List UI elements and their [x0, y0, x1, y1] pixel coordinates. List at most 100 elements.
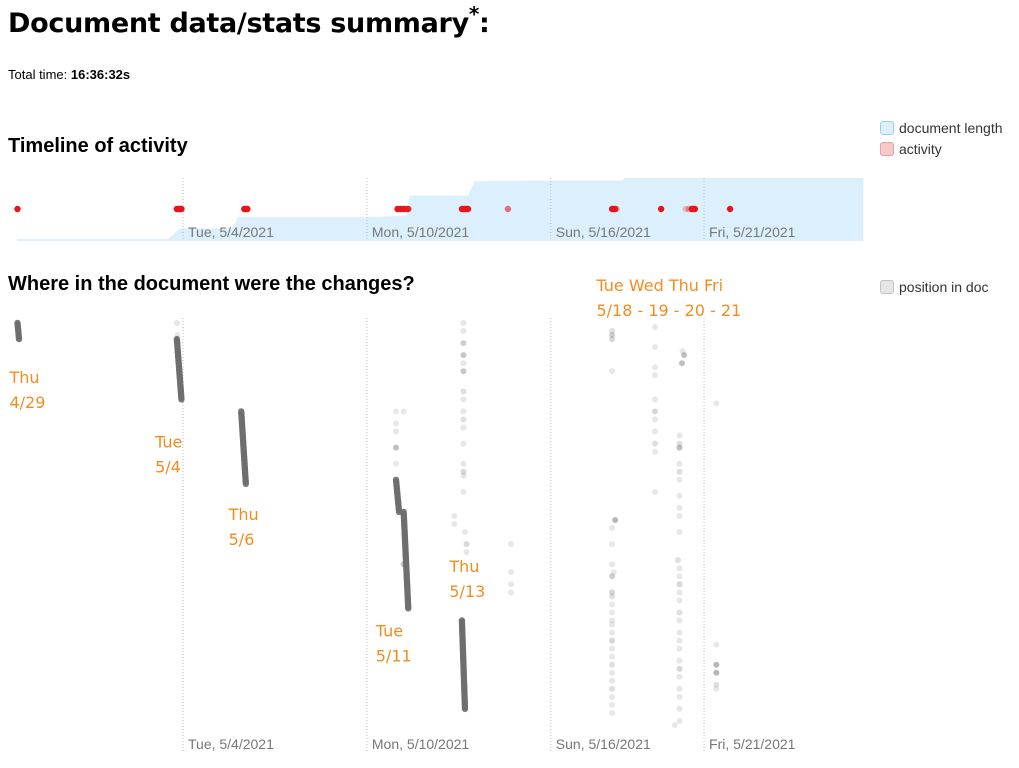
day-annotation: Thu 5/13 — [448, 557, 485, 601]
x-tick-label: Mon, 5/10/2021 — [372, 736, 470, 752]
position-point — [713, 681, 720, 688]
timeline-title: Timeline of activity — [8, 135, 188, 157]
x-tick-label: Sun, 5/16/2021 — [556, 224, 651, 240]
position-point — [460, 468, 467, 475]
annotation-line: Thu — [8, 368, 39, 387]
activity-point — [691, 205, 699, 213]
position-point — [681, 352, 688, 359]
position-point — [451, 521, 458, 527]
position-point — [609, 661, 616, 668]
title-asterisk: * — [468, 2, 480, 26]
position-point — [676, 693, 683, 700]
legend-label: position in doc — [899, 278, 989, 295]
activity-point — [504, 205, 512, 213]
position-point — [507, 569, 514, 576]
activity-swatch — [880, 141, 894, 156]
position-point — [393, 460, 400, 467]
x-tick-label: Fri, 5/21/2021 — [709, 224, 796, 240]
position-point — [652, 396, 659, 403]
position-point — [652, 440, 659, 447]
annotation-line: 5/4 — [155, 458, 181, 477]
position-point — [652, 344, 659, 351]
activity-point — [657, 205, 665, 213]
position-point — [679, 348, 686, 355]
day-annotation: Tue 5/4 — [154, 433, 182, 477]
position-point — [676, 529, 683, 536]
position-point — [676, 657, 683, 664]
position-swatch — [880, 279, 894, 294]
position-point — [676, 512, 683, 519]
position-point — [652, 488, 659, 495]
position-point — [676, 609, 683, 616]
position-point — [676, 645, 683, 652]
legend-item-activity[interactable]: activity — [880, 138, 1003, 159]
activity-point — [464, 205, 472, 213]
position-point — [676, 440, 683, 447]
position-point — [460, 320, 467, 326]
position-point — [393, 408, 400, 415]
position-point — [609, 693, 616, 700]
position-point — [173, 320, 180, 326]
position-point — [713, 669, 720, 676]
position-point — [15, 335, 23, 343]
position-point — [676, 685, 683, 692]
position-point — [609, 589, 616, 596]
position-point — [676, 665, 683, 672]
position-point — [609, 368, 616, 375]
activity-point — [726, 205, 734, 213]
position-point — [713, 685, 720, 692]
position-point — [609, 561, 616, 568]
legend-label: activity — [899, 140, 942, 157]
position-point — [460, 424, 467, 431]
legend-item-position[interactable]: position in doc — [880, 276, 989, 297]
annotation-line: 4/29 — [9, 393, 45, 412]
position-point — [460, 396, 467, 403]
position-point — [451, 512, 458, 519]
x-tick-label: Sun, 5/16/2021 — [556, 736, 651, 752]
position-point — [676, 589, 683, 596]
position-point — [178, 396, 185, 403]
activity-point — [244, 205, 251, 213]
position-point — [609, 621, 616, 628]
position-point — [676, 444, 683, 451]
position-point — [652, 324, 659, 331]
position-point — [460, 340, 467, 347]
position-point — [460, 360, 467, 367]
position-point — [676, 629, 683, 636]
position-point — [507, 581, 514, 588]
position-point — [676, 637, 683, 644]
position-point — [676, 581, 683, 588]
position-point — [400, 408, 407, 415]
position-point — [609, 328, 616, 335]
position-point — [460, 408, 467, 415]
activity-point — [405, 205, 412, 213]
position-point — [463, 541, 470, 548]
position-point — [676, 432, 683, 439]
position-legend: position in doc — [880, 276, 989, 297]
position-point — [460, 460, 467, 467]
total-time-label: Total time: — [8, 67, 68, 82]
x-tick-label: Tue, 5/4/2021 — [188, 224, 274, 240]
day-annotation: Thu 4/29 — [8, 368, 45, 412]
annotation-line: 5/18 - 19 - 20 - 21 — [596, 301, 741, 320]
x-tick-label: Tue, 5/4/2021 — [188, 736, 274, 752]
annotation-line: 5/6 — [229, 530, 255, 549]
position-title: Where in the document were the changes? — [8, 273, 415, 295]
total-time-value: 16:36:32s — [70, 67, 131, 82]
position-point — [242, 480, 250, 487]
position-point — [676, 573, 683, 580]
position-point — [609, 645, 616, 652]
position-point — [609, 336, 616, 343]
day-annotation: Thu 5/6 — [228, 505, 259, 549]
position-point — [609, 669, 616, 676]
position-point — [609, 609, 616, 616]
position-point — [461, 705, 469, 713]
position-point — [676, 468, 683, 475]
position-point — [402, 553, 409, 560]
day-annotation: Tue 5/11 — [375, 621, 412, 665]
activity-point — [178, 205, 185, 213]
position-point — [676, 492, 683, 499]
timeline-legend: document length activity — [880, 117, 1003, 159]
position-point — [676, 504, 683, 511]
legend-item-document-length[interactable]: document length — [880, 117, 1003, 138]
